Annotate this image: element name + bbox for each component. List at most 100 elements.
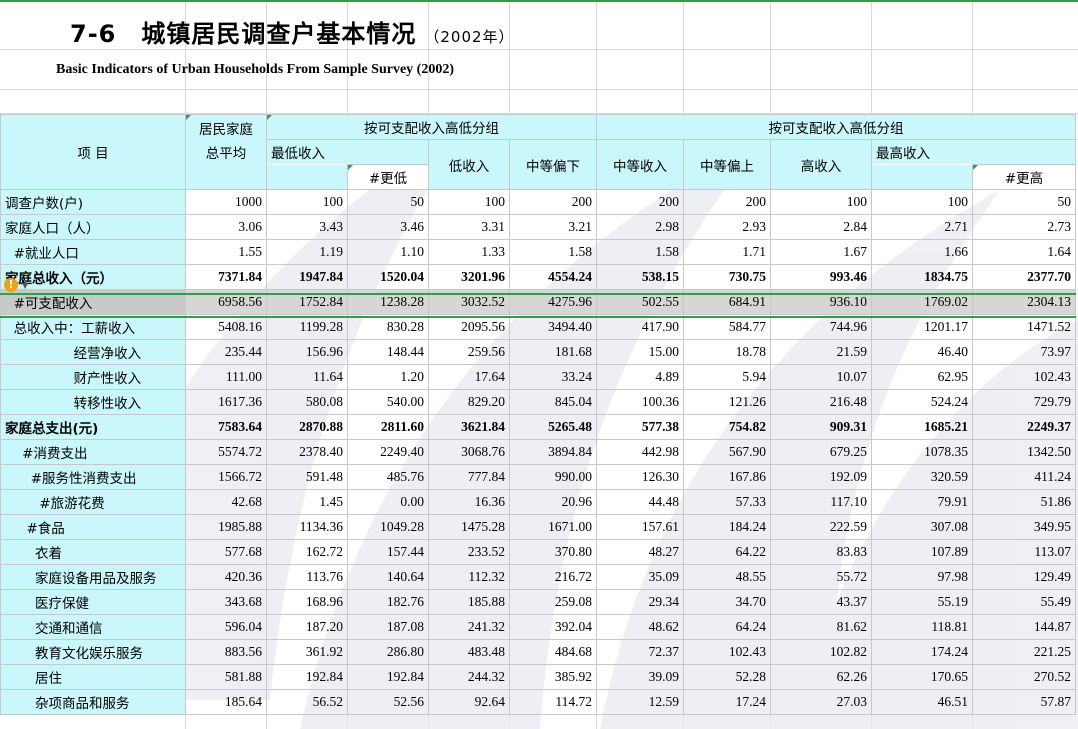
data-cell[interactable]: 684.91	[683, 289, 771, 315]
data-cell[interactable]: 845.04	[509, 389, 597, 415]
data-cell[interactable]: 5574.72	[185, 439, 267, 465]
row-label[interactable]: 家庭设备用品及服务	[0, 564, 186, 590]
data-cell[interactable]: 5.94	[683, 364, 771, 390]
data-cell[interactable]: 3.21	[509, 214, 597, 240]
data-cell[interactable]: 4275.96	[509, 289, 597, 315]
header-group-right[interactable]: 按可支配收入高低分组	[595, 114, 1077, 140]
data-cell[interactable]: 6958.56	[185, 289, 267, 315]
data-cell[interactable]: 1.20	[347, 364, 429, 390]
data-cell[interactable]: 62.95	[871, 364, 973, 390]
data-cell[interactable]: 235.44	[185, 339, 267, 365]
data-cell[interactable]: 3.46	[347, 214, 429, 240]
data-cell[interactable]: 1.33	[428, 239, 510, 265]
data-cell[interactable]: 3494.40	[509, 314, 597, 340]
data-cell[interactable]: 1.71	[683, 239, 771, 265]
dropdown-caret-icon[interactable]: ▼	[22, 281, 29, 290]
data-cell[interactable]: 140.64	[347, 564, 429, 590]
data-cell[interactable]: 5265.48	[509, 414, 597, 440]
header-lowest[interactable]: 最低收入	[266, 139, 429, 165]
data-cell[interactable]: 102.43	[971, 364, 1077, 390]
data-cell[interactable]: 17.24	[683, 689, 771, 715]
data-cell[interactable]: 1.45	[266, 489, 348, 515]
data-cell[interactable]: 233.52	[428, 539, 510, 565]
data-cell[interactable]: 385.92	[509, 664, 597, 690]
data-cell[interactable]: 48.55	[683, 564, 771, 590]
data-cell[interactable]: 17.64	[428, 364, 510, 390]
row-label[interactable]: 杂项商品和服务	[0, 689, 186, 715]
data-cell[interactable]: 2.73	[971, 214, 1077, 240]
data-cell[interactable]: 1947.84	[266, 264, 348, 290]
data-cell[interactable]: 1134.36	[266, 514, 348, 540]
data-cell[interactable]: 829.20	[428, 389, 510, 415]
data-cell[interactable]: 15.00	[596, 339, 684, 365]
data-cell[interactable]: 33.24	[509, 364, 597, 390]
data-cell[interactable]: 3068.76	[428, 439, 510, 465]
data-cell[interactable]: 679.25	[770, 439, 872, 465]
data-cell[interactable]: 830.28	[347, 314, 429, 340]
data-cell[interactable]: 909.31	[770, 414, 872, 440]
data-cell[interactable]: 170.65	[871, 664, 973, 690]
header-highest[interactable]: 最高收入	[870, 139, 1077, 165]
data-cell[interactable]: 4554.24	[509, 264, 597, 290]
data-cell[interactable]: 3621.84	[428, 414, 510, 440]
data-cell[interactable]: 3.31	[428, 214, 510, 240]
header-cell-blank[interactable]	[871, 164, 973, 190]
data-cell[interactable]: 990.00	[509, 464, 597, 490]
row-label[interactable]: 交通和通信	[0, 614, 186, 640]
data-cell[interactable]: 3.43	[266, 214, 348, 240]
data-cell[interactable]: 216.72	[509, 564, 597, 590]
data-cell[interactable]: 92.64	[428, 689, 510, 715]
data-cell[interactable]: 10.07	[770, 364, 872, 390]
data-cell[interactable]: 442.98	[596, 439, 684, 465]
data-cell[interactable]: 1.58	[509, 239, 597, 265]
data-cell[interactable]: 216.48	[770, 389, 872, 415]
data-cell[interactable]: 44.48	[596, 489, 684, 515]
data-cell[interactable]: 100	[871, 189, 973, 215]
row-label[interactable]: #就业人口	[0, 239, 186, 265]
header-average[interactable]: 居民家庭 总平均	[185, 114, 267, 190]
data-cell[interactable]: 1475.28	[428, 514, 510, 540]
data-cell[interactable]: 485.76	[347, 464, 429, 490]
data-cell[interactable]: 97.98	[871, 564, 973, 590]
data-cell[interactable]: 1752.84	[266, 289, 348, 315]
row-label[interactable]: 财产性收入	[0, 364, 186, 390]
data-cell[interactable]: 411.24	[971, 464, 1077, 490]
data-cell[interactable]: 52.28	[683, 664, 771, 690]
data-cell[interactable]: 502.55	[596, 289, 684, 315]
data-cell[interactable]: 29.34	[596, 589, 684, 615]
data-cell[interactable]: 62.26	[770, 664, 872, 690]
data-cell[interactable]: 1566.72	[185, 464, 267, 490]
data-cell[interactable]: 126.30	[596, 464, 684, 490]
data-cell[interactable]: 1.67	[770, 239, 872, 265]
data-cell[interactable]: 2095.56	[428, 314, 510, 340]
header-richer[interactable]: #更高	[971, 164, 1077, 190]
data-cell[interactable]: 55.19	[871, 589, 973, 615]
data-cell[interactable]: 174.24	[871, 639, 973, 665]
data-cell[interactable]: 420.36	[185, 564, 267, 590]
row-label[interactable]: 家庭总收入（元）	[0, 264, 186, 290]
row-label[interactable]: 教育文化娱乐服务	[0, 639, 186, 665]
data-cell[interactable]: 3.06	[185, 214, 267, 240]
data-cell[interactable]: 55.49	[971, 589, 1077, 615]
data-cell[interactable]: 2304.13	[971, 289, 1077, 315]
header-group-left[interactable]: 按可支配收入高低分组	[266, 114, 597, 140]
data-cell[interactable]: 1.66	[871, 239, 973, 265]
data-cell[interactable]: 184.24	[683, 514, 771, 540]
data-cell[interactable]: 2.71	[871, 214, 973, 240]
data-cell[interactable]: 777.84	[428, 464, 510, 490]
data-cell[interactable]: 43.37	[770, 589, 872, 615]
data-cell[interactable]: 187.08	[347, 614, 429, 640]
data-cell[interactable]: 35.09	[596, 564, 684, 590]
data-cell[interactable]: 48.62	[596, 614, 684, 640]
data-cell[interactable]: 1199.28	[266, 314, 348, 340]
data-cell[interactable]: 343.68	[185, 589, 267, 615]
data-cell[interactable]: 2811.60	[347, 414, 429, 440]
data-cell[interactable]: 111.00	[185, 364, 267, 390]
data-cell[interactable]: 1.19	[266, 239, 348, 265]
data-cell[interactable]: 483.48	[428, 639, 510, 665]
header-item[interactable]: 项 目	[0, 114, 186, 190]
data-cell[interactable]: 21.59	[770, 339, 872, 365]
data-cell[interactable]: 1520.04	[347, 264, 429, 290]
data-cell[interactable]: 42.68	[185, 489, 267, 515]
data-cell[interactable]: 361.92	[266, 639, 348, 665]
